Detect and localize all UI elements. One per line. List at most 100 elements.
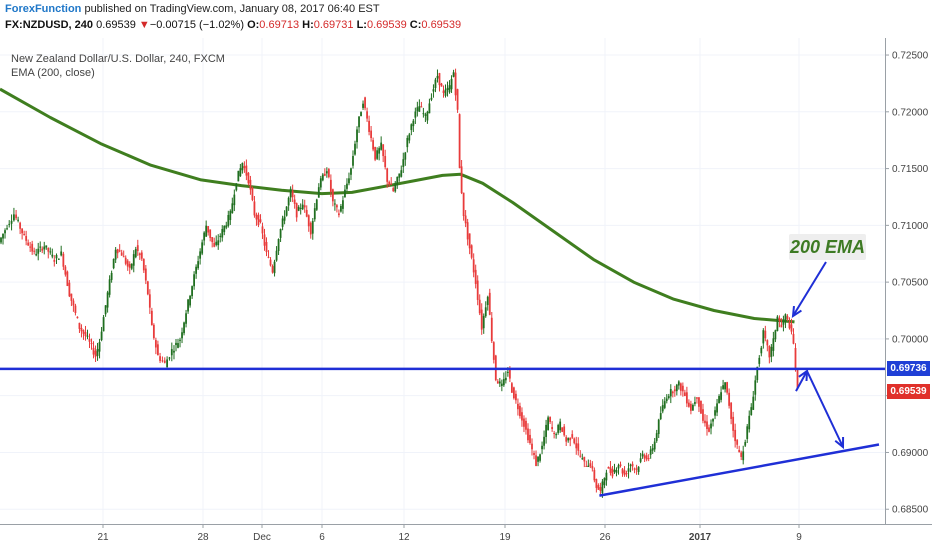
candle-body — [724, 382, 726, 390]
candle-body — [788, 322, 791, 329]
candle-body — [547, 417, 549, 430]
candle-body — [72, 300, 75, 306]
candle-body — [156, 344, 159, 356]
candle-body — [8, 223, 11, 225]
candle-body — [488, 292, 491, 315]
candle-body — [23, 233, 26, 235]
y-tick-label: 0.72000 — [892, 107, 929, 118]
candle-body — [245, 165, 248, 176]
candle-body — [460, 166, 463, 194]
candle-body — [76, 316, 79, 319]
candle-body — [64, 266, 67, 275]
candle-body — [301, 204, 304, 210]
candle-body — [506, 371, 509, 373]
candle-body — [502, 379, 505, 386]
open-value: 0.69713 — [259, 19, 300, 31]
candle-body — [675, 384, 678, 392]
candle-body — [51, 254, 54, 257]
symbol-label[interactable]: FX:NZDUSD, 240 — [5, 19, 94, 31]
candle-body — [380, 142, 383, 150]
time-axis[interactable]: 21 28 Dec 6 12 19 26 2017 9 — [97, 524, 802, 543]
candle-body — [62, 253, 65, 267]
candle-body — [66, 271, 69, 287]
candle-body — [486, 296, 489, 305]
candle-body — [4, 230, 6, 234]
candle-body — [490, 317, 493, 342]
candle-body — [82, 330, 85, 334]
candle-body — [412, 120, 415, 127]
candle-body — [293, 199, 296, 204]
candle-body — [774, 330, 777, 340]
candle-body — [637, 466, 640, 472]
candle-body — [134, 249, 137, 258]
candle-body — [714, 410, 716, 416]
candle-body — [523, 418, 525, 427]
candle-body — [404, 152, 407, 160]
candle-body — [517, 403, 519, 410]
candle-body — [388, 181, 391, 185]
candle-body — [235, 183, 238, 191]
candle-body — [687, 402, 690, 407]
publisher-name[interactable]: ForexFunction — [5, 3, 82, 15]
candle-body — [782, 320, 785, 325]
candle-body — [663, 401, 666, 408]
trendline[interactable] — [599, 443, 880, 497]
indicator-label[interactable]: EMA (200, close) — [11, 67, 95, 79]
y-tick-label: 0.72500 — [892, 51, 929, 62]
candle-body — [661, 405, 664, 412]
candle-body — [605, 472, 608, 481]
candle-body — [213, 242, 216, 247]
last-price: 0.69539 — [96, 19, 136, 31]
candle-body — [635, 468, 638, 470]
price-axis[interactable]: 0.72500 0.72000 0.71500 0.71000 0.70500 0.700… — [885, 51, 929, 516]
candle-body — [669, 389, 672, 397]
candle-body — [712, 419, 714, 422]
candle-body — [792, 333, 795, 344]
candle-body — [692, 404, 694, 411]
candle-body — [631, 463, 634, 467]
candle-body — [372, 140, 375, 150]
candle-body — [74, 305, 77, 313]
candle-body — [237, 170, 240, 182]
ema-line[interactable] — [0, 87, 795, 324]
candle-body — [183, 322, 185, 334]
candle-body — [390, 183, 393, 185]
candle-body — [599, 487, 602, 491]
candle-body — [120, 252, 123, 256]
x-tick-label: Dec — [253, 532, 271, 543]
candle-body — [466, 222, 469, 240]
drawings — [0, 261, 885, 497]
candle-body — [215, 241, 218, 245]
candle-body — [607, 467, 610, 469]
candle-body — [199, 251, 202, 259]
candle-body — [313, 208, 316, 220]
candle-body — [31, 243, 34, 252]
candle-body — [567, 438, 570, 441]
candle-body — [657, 419, 660, 435]
candle-body — [144, 268, 147, 281]
candle-body — [593, 469, 596, 481]
candle-body — [708, 427, 710, 432]
candle-body — [515, 393, 517, 401]
candle-body — [84, 332, 87, 337]
candle-body — [80, 327, 83, 332]
candle-body — [126, 260, 129, 267]
price-series — [0, 68, 799, 498]
candle-body — [609, 467, 612, 473]
candle-body — [195, 266, 198, 274]
target-arrow-head — [834, 436, 845, 450]
candle-body — [98, 342, 101, 352]
candle-body — [591, 465, 594, 469]
candle-body — [718, 396, 720, 404]
candle-body — [177, 343, 179, 348]
candle-body — [382, 144, 385, 157]
ema-pointer-arrow-head — [791, 305, 802, 318]
candle-body — [629, 464, 632, 466]
candle-body — [440, 83, 443, 87]
candle-body — [400, 170, 403, 177]
candle-body — [579, 455, 582, 457]
candle-body — [768, 345, 771, 358]
candle-body — [159, 356, 161, 361]
candle-body — [484, 307, 487, 317]
